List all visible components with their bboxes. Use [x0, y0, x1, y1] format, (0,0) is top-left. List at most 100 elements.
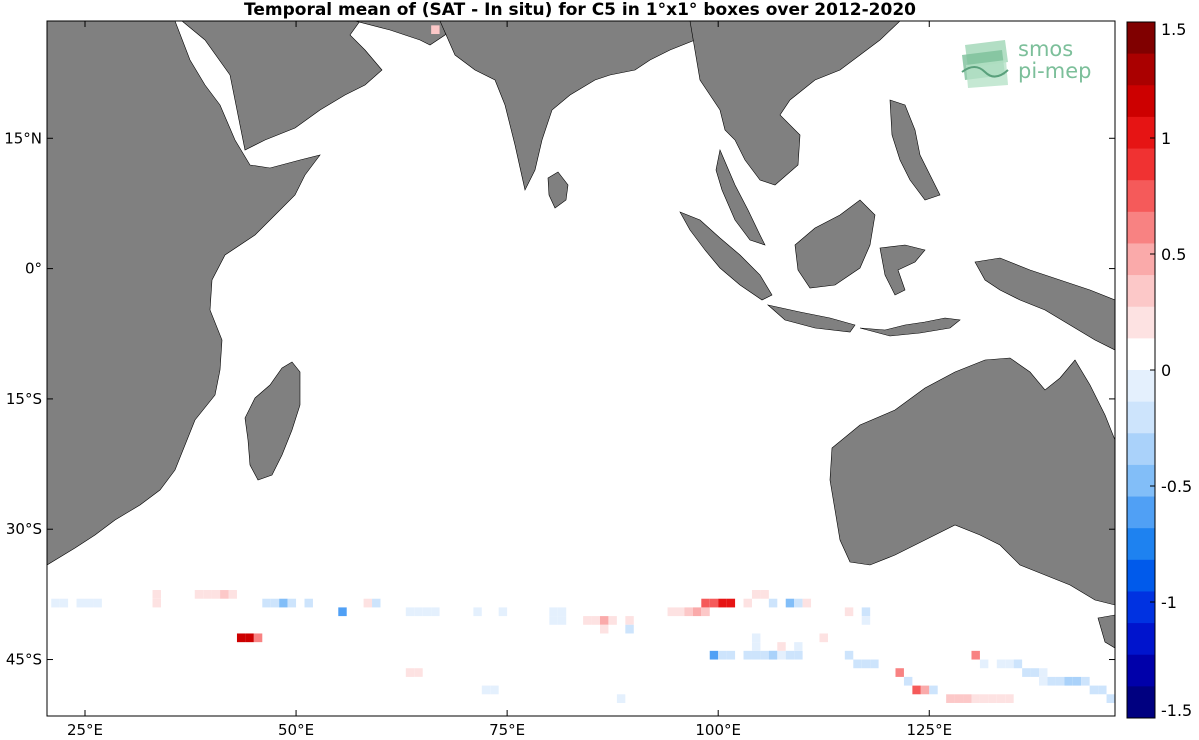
- anomaly-cell: [414, 668, 423, 677]
- colorbar-swatch: [1127, 148, 1155, 181]
- anomaly-cell: [768, 650, 778, 660]
- anomaly-cell: [194, 590, 204, 599]
- y-tick-label: 30°S: [6, 520, 42, 538]
- anomaly-cell: [861, 616, 871, 625]
- anomaly-cell: [245, 590, 254, 599]
- land-new-guinea: [974, 257, 1115, 351]
- land-arabia: [181, 21, 383, 151]
- anomaly-cell: [625, 624, 634, 634]
- colorbar-swatch: [1127, 528, 1155, 561]
- anomaly-cell: [903, 676, 913, 686]
- anomaly-cells: [51, 25, 1115, 703]
- anomaly-cell: [971, 650, 980, 660]
- y-tick-label: 45°S: [6, 651, 42, 669]
- anomaly-cell: [996, 694, 1006, 703]
- anomaly-cell: [481, 685, 491, 695]
- anomaly-cell: [684, 607, 693, 617]
- anomaly-cell: [751, 590, 761, 599]
- anomaly-cell: [583, 616, 592, 625]
- colorbar-tick-label: 0.5: [1161, 245, 1186, 264]
- anomaly-cell: [414, 607, 423, 617]
- anomaly-cell: [405, 607, 415, 617]
- land-persia: [354, 21, 451, 46]
- anomaly-cell: [372, 616, 381, 625]
- colorbar-swatch: [1127, 559, 1155, 592]
- land-sri-lanka: [547, 171, 569, 209]
- anomaly-cell: [929, 685, 938, 695]
- anomaly-cell: [760, 590, 769, 599]
- colorbar-tick-label: 0: [1161, 361, 1171, 380]
- anomaly-cell: [599, 616, 609, 625]
- colorbar-swatch: [1127, 433, 1155, 466]
- land-philippines: [889, 99, 941, 201]
- anomaly-cell: [963, 694, 972, 703]
- anomaly-cell: [979, 659, 989, 669]
- colorbar-ticks: 1.5 1 0.5 0 -0.5 -1 -1.5: [1150, 20, 1192, 720]
- anomaly-cell: [692, 607, 702, 617]
- anomaly-cell: [431, 607, 440, 617]
- x-tick-label: 50°E: [278, 721, 314, 739]
- colorbar-swatch: [1127, 306, 1155, 339]
- anomaly-cell: [557, 607, 567, 617]
- anomaly-cell: [498, 607, 508, 617]
- colorbar-swatch: [1127, 85, 1155, 118]
- land-india: [439, 21, 701, 191]
- colorbar-tick-label: -0.5: [1161, 477, 1192, 496]
- colorbar-swatch: [1127, 464, 1155, 498]
- anomaly-cell: [1047, 676, 1056, 686]
- anomaly-cell: [473, 607, 482, 617]
- anomaly-cell: [228, 590, 237, 599]
- anomaly-cell: [211, 590, 221, 599]
- anomaly-cell: [1039, 676, 1048, 686]
- anomaly-cell: [287, 598, 297, 608]
- land-lesser-sunda: [859, 317, 961, 337]
- anomaly-cell: [861, 659, 871, 669]
- colorbar-swatch: [1127, 116, 1155, 150]
- land-madagascar: [244, 361, 301, 481]
- y-tick-label: 15°S: [6, 390, 42, 408]
- anomaly-cell: [549, 607, 558, 617]
- anomaly-cell: [59, 598, 69, 608]
- anomaly-cell: [1098, 685, 1107, 695]
- colorbar-swatch: [1127, 591, 1155, 624]
- anomaly-cell: [701, 598, 710, 608]
- colorbar-swatch: [1127, 243, 1155, 276]
- colorbar-swatch: [1127, 22, 1155, 55]
- anomaly-cell: [785, 598, 795, 608]
- anomaly-cell: [912, 685, 921, 695]
- colorbar-tick-label: -1: [1161, 593, 1177, 612]
- colorbar-swatch: [1127, 401, 1155, 434]
- colorbar-swatch: [1127, 53, 1155, 86]
- anomaly-cell: [203, 590, 212, 599]
- anomaly-cell: [152, 598, 161, 608]
- colorbar-swatch: [1127, 275, 1155, 308]
- anomaly-cell: [270, 598, 280, 608]
- anomaly-cell: [1072, 676, 1082, 686]
- anomaly-cell: [861, 607, 871, 617]
- anomaly-cell: [431, 25, 440, 35]
- anomaly-cell: [844, 650, 854, 660]
- logo-wave-icon: [961, 40, 1009, 88]
- anomaly-cell: [718, 598, 727, 608]
- anomaly-cell: [794, 642, 803, 651]
- anomaly-cell: [1055, 676, 1065, 686]
- anomaly-cell: [853, 659, 862, 669]
- anomaly-cell: [220, 590, 229, 599]
- anomaly-cell: [743, 650, 752, 660]
- logo-line1: smos: [1018, 37, 1073, 61]
- anomaly-cell: [616, 694, 626, 703]
- anomaly-cell: [253, 633, 263, 643]
- anomaly-cell: [701, 607, 710, 617]
- anomaly-cell: [667, 607, 676, 617]
- anomaly-cell: [895, 668, 904, 677]
- anomaly-cell: [844, 607, 854, 617]
- anomaly-cell: [794, 598, 803, 608]
- anomaly-cell: [718, 650, 727, 660]
- anomaly-cell: [751, 650, 761, 660]
- anomaly-cell: [1064, 676, 1073, 686]
- map-layer: [47, 21, 1115, 703]
- colorbar-swatch: [1127, 180, 1155, 213]
- anomaly-cell: [262, 598, 271, 608]
- anomaly-cell: [777, 650, 786, 660]
